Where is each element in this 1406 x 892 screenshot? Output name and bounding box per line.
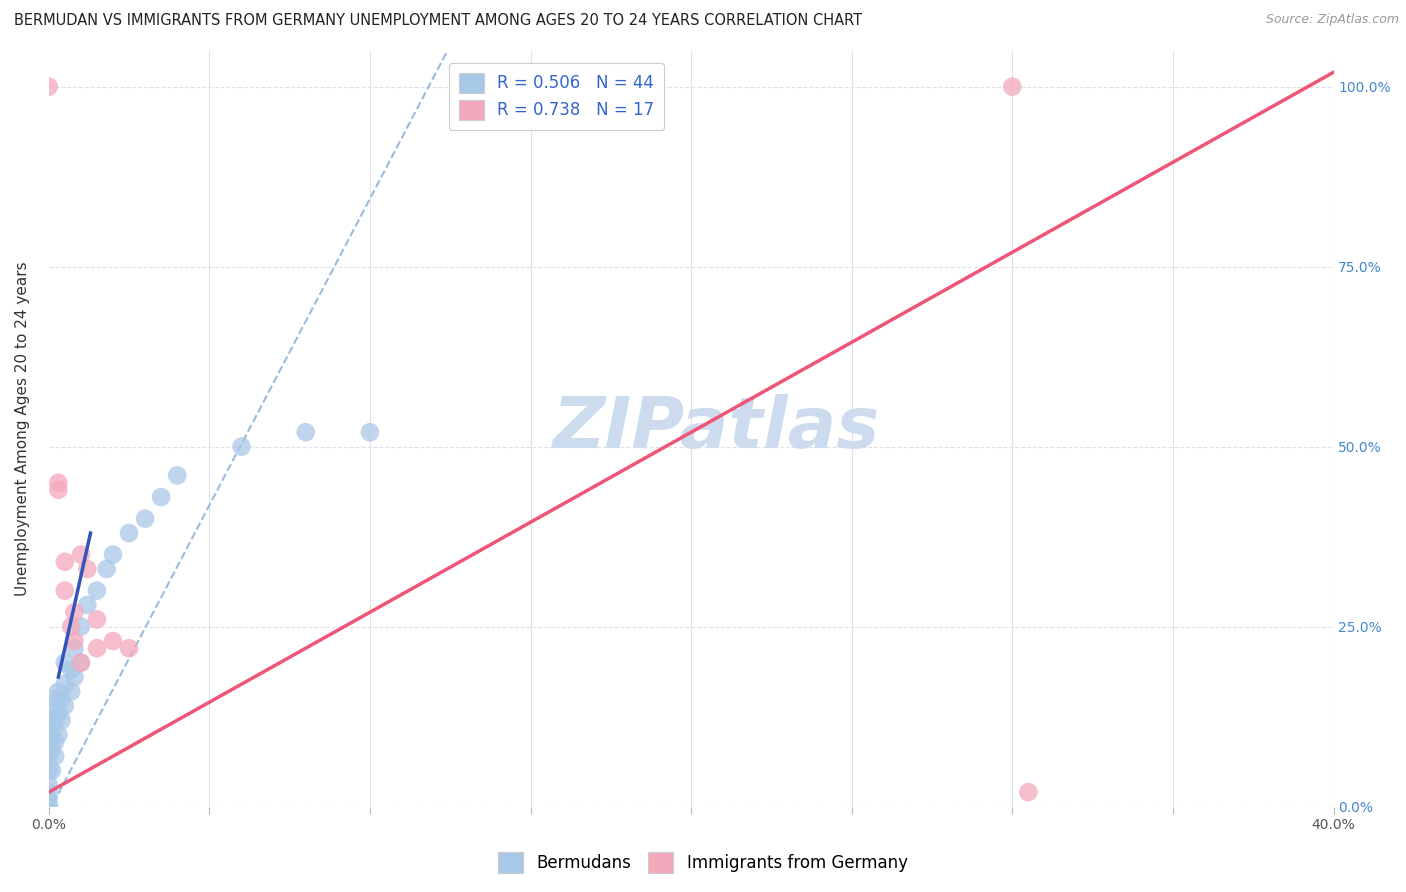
Point — [86, 612, 108, 626]
Point — [44, 735, 66, 749]
Point — [48, 706, 70, 720]
Point — [166, 468, 188, 483]
Point — [38, 749, 60, 764]
Point — [38, 764, 60, 778]
Point — [51, 713, 73, 727]
Point — [63, 634, 86, 648]
Point — [48, 728, 70, 742]
Point — [294, 425, 316, 440]
Point — [44, 749, 66, 764]
Point — [38, 799, 60, 814]
Point — [53, 677, 76, 691]
Point — [48, 475, 70, 490]
Point — [70, 619, 93, 633]
Point — [38, 778, 60, 792]
Point — [38, 720, 60, 734]
Text: Source: ZipAtlas.com: Source: ZipAtlas.com — [1265, 13, 1399, 27]
Point — [86, 583, 108, 598]
Point — [76, 598, 98, 612]
Text: ZIPatlas: ZIPatlas — [553, 394, 880, 463]
Point — [63, 670, 86, 684]
Text: BERMUDAN VS IMMIGRANTS FROM GERMANY UNEMPLOYMENT AMONG AGES 20 TO 24 YEARS CORRE: BERMUDAN VS IMMIGRANTS FROM GERMANY UNEM… — [14, 13, 862, 29]
Point — [118, 641, 141, 656]
Point — [48, 483, 70, 497]
Y-axis label: Unemployment Among Ages 20 to 24 years: Unemployment Among Ages 20 to 24 years — [15, 261, 30, 596]
Point — [70, 656, 93, 670]
Point — [118, 526, 141, 541]
Point — [1001, 79, 1024, 94]
Point — [70, 656, 93, 670]
Point — [51, 691, 73, 706]
Point — [44, 713, 66, 727]
Point — [63, 605, 86, 619]
Point — [76, 562, 98, 576]
Point — [150, 490, 173, 504]
Legend: Bermudans, Immigrants from Germany: Bermudans, Immigrants from Germany — [492, 846, 914, 880]
Point — [38, 79, 60, 94]
Point — [41, 713, 63, 727]
Point — [231, 440, 253, 454]
Point — [60, 619, 83, 633]
Point — [53, 698, 76, 713]
Point — [38, 792, 60, 806]
Point — [48, 684, 70, 698]
Point — [101, 634, 124, 648]
Point — [134, 511, 156, 525]
Point — [60, 684, 83, 698]
Point — [38, 799, 60, 814]
Point — [53, 656, 76, 670]
Point — [44, 691, 66, 706]
Point — [41, 728, 63, 742]
Point — [38, 799, 60, 814]
Point — [359, 425, 381, 440]
Point — [70, 548, 93, 562]
Point — [96, 562, 118, 576]
Point — [53, 555, 76, 569]
Point — [101, 548, 124, 562]
Point — [41, 698, 63, 713]
Point — [38, 735, 60, 749]
Point — [53, 583, 76, 598]
Point — [63, 641, 86, 656]
Point — [1017, 785, 1039, 799]
Point — [41, 742, 63, 756]
Point — [41, 764, 63, 778]
Legend: R = 0.506   N = 44, R = 0.738   N = 17: R = 0.506 N = 44, R = 0.738 N = 17 — [449, 62, 665, 130]
Point — [86, 641, 108, 656]
Point — [38, 785, 60, 799]
Point — [60, 663, 83, 677]
